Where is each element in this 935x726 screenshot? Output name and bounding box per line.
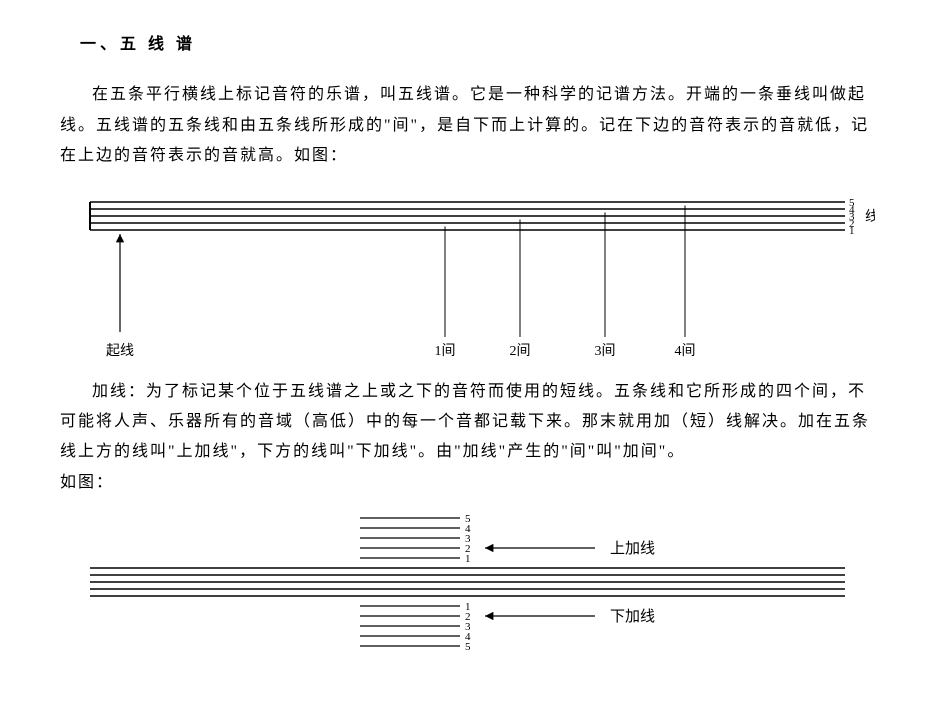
paragraph-2: 加线：为了标记某个位于五线谱之上或之下的音符而使用的短线。五条线和它所形成的四个… — [60, 377, 875, 468]
figure-1-staff: 54321线起线1间2间3间4间 — [60, 192, 875, 367]
svg-text:1: 1 — [849, 225, 855, 237]
svg-text:下加线: 下加线 — [610, 608, 655, 625]
svg-text:线: 线 — [865, 209, 875, 225]
svg-text:2间: 2间 — [510, 343, 531, 359]
svg-text:1间: 1间 — [435, 343, 456, 359]
svg-text:5: 5 — [465, 513, 471, 525]
svg-text:3间: 3间 — [595, 343, 616, 359]
paragraph-1: 在五条平行横线上标记音符的乐谱，叫五线谱。它是一种科学的记谱方法。开端的一条垂线… — [60, 80, 875, 171]
svg-text:起线: 起线 — [106, 343, 134, 359]
section-title: 一、五 线 谱 — [80, 30, 875, 60]
svg-text:4间: 4间 — [675, 343, 696, 359]
svg-text:上加线: 上加线 — [610, 540, 655, 557]
figure-2-ledger: 1234512345上加线下加线 — [60, 488, 875, 668]
svg-text:5: 5 — [465, 641, 471, 653]
